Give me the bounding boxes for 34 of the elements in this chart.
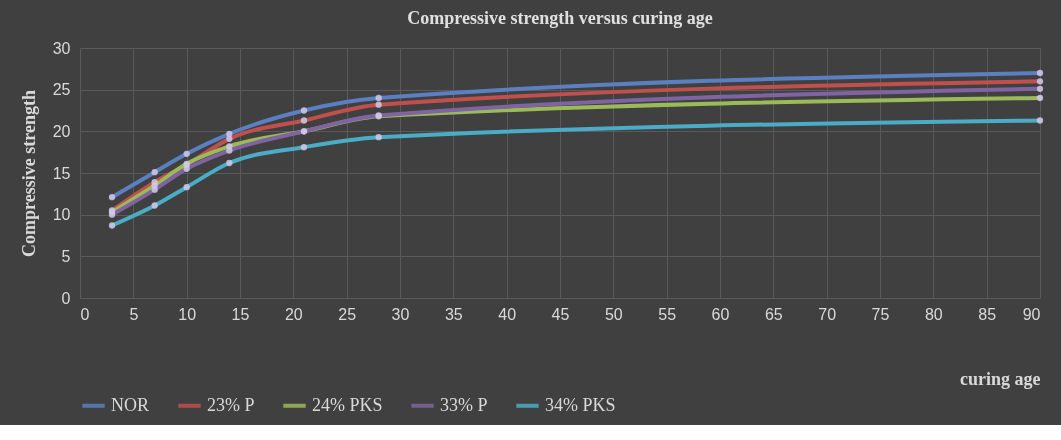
x-tick-label: 10 <box>178 305 197 323</box>
x-tick-label: 50 <box>604 305 623 323</box>
legend-label: NOR <box>111 394 150 415</box>
y-tick-label: 10 <box>52 206 71 224</box>
y-tick-label: 25 <box>52 81 71 99</box>
x-tick-label: 75 <box>871 305 890 323</box>
x-tick-label: 25 <box>338 305 357 323</box>
y-tick-label: 5 <box>61 247 71 265</box>
x-tick-label: 30 <box>391 305 410 323</box>
x-tick-label: 55 <box>658 305 677 323</box>
x-tick-label: 5 <box>129 305 139 323</box>
x-tick-label: 70 <box>818 305 837 323</box>
x-tick-label: 60 <box>711 305 730 323</box>
legend-label: 34% PKS <box>545 394 616 415</box>
x-tick-label: 15 <box>231 305 250 323</box>
y-axis-title: Compressive strength <box>18 90 39 257</box>
x-tick-label: 35 <box>444 305 463 323</box>
x-tick-label: 65 <box>764 305 783 323</box>
legend-label: 23% P <box>207 394 255 415</box>
x-tick-label: 40 <box>498 305 517 323</box>
y-tick-label: 20 <box>52 122 71 140</box>
legend-label: 24% PKS <box>312 394 383 415</box>
legend-label: 33% P <box>440 394 488 415</box>
x-tick-label: 85 <box>978 305 997 323</box>
y-tick-label: 15 <box>52 164 71 182</box>
x-tick-label: 20 <box>284 305 303 323</box>
x-axis-title: curing age <box>960 368 1041 389</box>
x-tick-label: 0 <box>80 305 90 323</box>
chart-title: Compressive strength versus curing age <box>407 8 713 28</box>
y-tick-label: 30 <box>52 39 71 57</box>
x-tick-label: 90 <box>1022 305 1041 323</box>
x-tick-label: 45 <box>551 305 570 323</box>
y-tick-label: 0 <box>61 289 71 307</box>
x-tick-label: 80 <box>924 305 943 323</box>
